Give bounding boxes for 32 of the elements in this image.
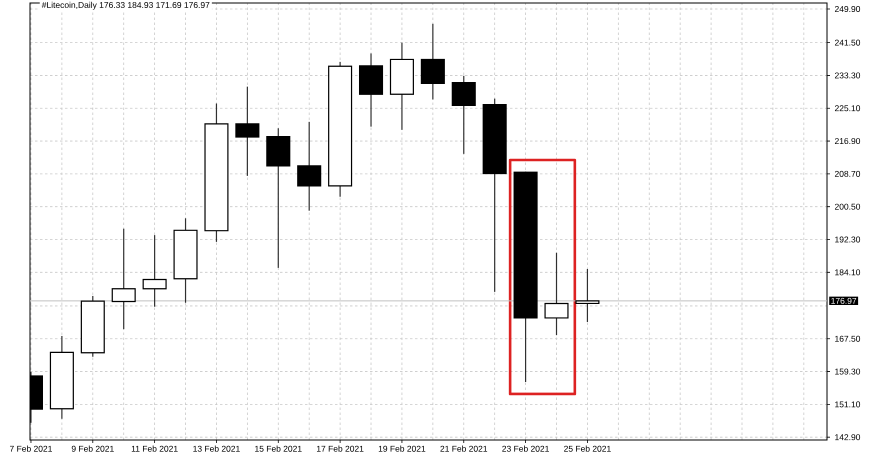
candlestick bbox=[544, 252, 569, 336]
candlestick bbox=[452, 75, 476, 154]
y-tick-label: 241.50 bbox=[834, 40, 860, 46]
x-tick-label: 13 Feb 2021 bbox=[193, 446, 240, 452]
ref-line-label: 176.97 bbox=[831, 298, 856, 304]
y-tick-label: 167.50 bbox=[835, 336, 860, 342]
y-tick-label: 151.10 bbox=[835, 401, 860, 408]
y-tick-label: 200.50 bbox=[834, 204, 860, 210]
candlestick bbox=[235, 86, 260, 176]
y-tick-label: 249.90 bbox=[834, 6, 860, 12]
x-tick-label: 21 Feb 2021 bbox=[440, 446, 488, 452]
y-tick-label: 208.70 bbox=[834, 170, 860, 177]
candlestick bbox=[575, 268, 600, 323]
y-tick-label: 192.30 bbox=[835, 236, 860, 242]
x-tick-label: 15 Feb 2021 bbox=[255, 446, 302, 452]
y-tick-label: 142.90 bbox=[835, 434, 860, 440]
y-tick-label: 159.30 bbox=[835, 368, 860, 375]
x-tick-label: 25 Feb 2021 bbox=[564, 446, 611, 452]
x-tick-label: 17 Feb 2021 bbox=[316, 446, 364, 452]
x-tick-label: 23 Feb 2021 bbox=[502, 446, 549, 452]
x-tick-label: 9 Feb 2021 bbox=[72, 446, 114, 452]
candlestick bbox=[112, 228, 136, 330]
y-tick-label: 225.10 bbox=[834, 105, 860, 112]
y-tick-label: 233.30 bbox=[834, 72, 860, 78]
y-tick-label: 216.90 bbox=[834, 138, 860, 144]
candlestick bbox=[297, 121, 322, 212]
x-tick-label: 11 Feb 2021 bbox=[132, 446, 178, 452]
x-tick-label: 19 Feb 2021 bbox=[378, 446, 426, 452]
chart-title: #Litecoin,Daily 176.33 184.93 171.69 176.97 bbox=[42, 2, 210, 10]
candlestick bbox=[142, 234, 167, 308]
x-tick-label: 7 Feb 2021 bbox=[10, 446, 52, 452]
y-tick-label: 184.10 bbox=[835, 269, 860, 276]
